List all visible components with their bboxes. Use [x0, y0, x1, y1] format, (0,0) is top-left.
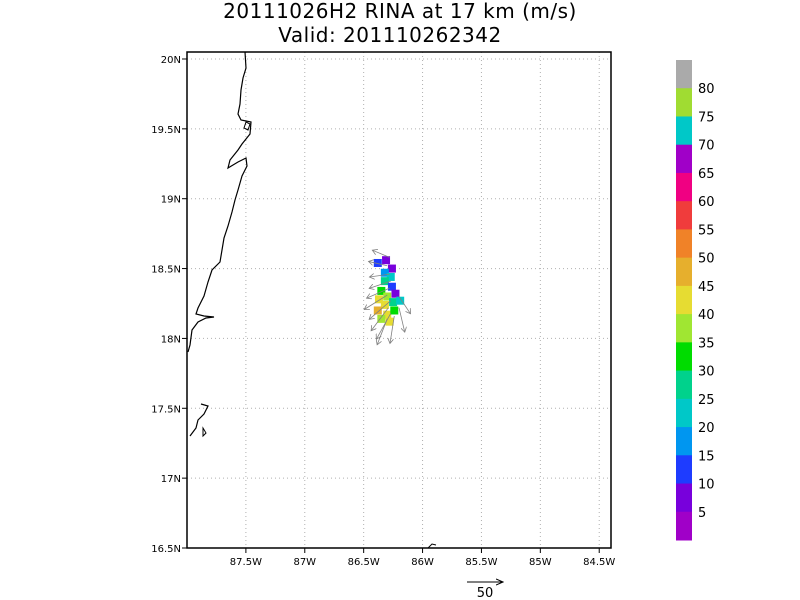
wind-vector — [372, 250, 390, 258]
wind-speed-cell — [373, 258, 382, 267]
colorbar-swatch — [676, 229, 692, 259]
wind-speed-field — [373, 256, 405, 326]
wind-vector — [367, 287, 390, 298]
wind-vector — [371, 307, 389, 331]
lat-tick-label: 17.5N — [151, 404, 181, 415]
lat-tick-label: 16.5N — [151, 544, 181, 555]
colorbar-swatch — [676, 285, 692, 315]
wind-speed-cell — [396, 296, 405, 305]
wind-vector — [377, 318, 388, 345]
colorbar-swatch — [676, 427, 692, 456]
wind-vector — [398, 307, 405, 332]
colorbar-swatch — [676, 370, 692, 400]
wind-speed-cell — [389, 298, 398, 307]
map-grid: 87.5W 87W 86.5W 86W 85.5W 85W 84.5W 20N 19.5N 19N… — [151, 52, 615, 568]
wind-speed-cell — [374, 295, 383, 304]
coastline-island — [243, 121, 251, 131]
wind-speed-cell — [380, 300, 389, 309]
reference-vector-label: 50 — [477, 586, 494, 600]
wind-speed-cell — [377, 314, 386, 323]
wind-vector — [369, 280, 391, 288]
lat-tick-label: 17N — [161, 474, 181, 485]
colorbar-label: 10 — [698, 478, 715, 493]
colorbar-label: 60 — [698, 195, 715, 210]
colorbar-swatch — [676, 88, 692, 117]
wind-speed-cell — [382, 256, 391, 265]
colorbar-label: 65 — [698, 167, 715, 182]
lon-tick-label: 86.5W — [348, 557, 380, 568]
colorbar-swatch — [676, 314, 692, 343]
colorbar-swatch — [676, 483, 692, 513]
colorbar-swatch — [676, 172, 692, 202]
coastline-cay — [202, 426, 207, 438]
colorbar-label: 20 — [698, 421, 715, 436]
colorbar-swatch — [676, 257, 692, 287]
lon-tick-label: 85W — [529, 557, 552, 568]
wind-speed-cell — [386, 272, 395, 281]
wind-speed-cell — [387, 264, 396, 273]
map-frame — [186, 51, 612, 549]
colorbar-swatch — [676, 201, 692, 230]
colorbar-label: 70 — [698, 139, 715, 154]
colorbar-label: 80 — [698, 82, 715, 97]
colorbar-label: 50 — [698, 252, 715, 267]
wind-speed-cell — [387, 282, 396, 291]
colorbar-label: 15 — [698, 449, 715, 464]
wind-vector — [376, 313, 392, 339]
colorbar-swatch — [676, 116, 692, 146]
wind-vectors — [364, 250, 410, 345]
lon-tick-label: 87.5W — [230, 557, 262, 568]
colorbar-label: 35 — [698, 336, 715, 351]
lon-tick-label: 86W — [411, 557, 434, 568]
colorbar-swatch — [676, 398, 692, 428]
colorbar: 80 75 70 65 60 55 50 45 40 35 30 25 20 15 10 5 — [676, 60, 715, 541]
wind-speed-cell — [383, 310, 392, 319]
valid-time: Valid: 201110262342 — [278, 23, 502, 47]
colorbar-label: 25 — [698, 393, 715, 408]
plot-title: 20111026H2 RINA at 17 km (m/s) — [223, 0, 577, 23]
colorbar-label: 5 — [698, 506, 706, 521]
wind-speed-cell — [380, 268, 389, 277]
colorbar-swatch — [676, 144, 692, 174]
reference-vector: 50 — [467, 582, 503, 600]
lon-tick-label: 85.5W — [465, 557, 497, 568]
lat-tick-label: 19N — [161, 195, 181, 206]
colorbar-swatch — [676, 342, 692, 372]
wind-speed-cell — [390, 306, 399, 315]
lat-tick-label: 18N — [161, 334, 181, 345]
wind-vector — [369, 300, 392, 320]
colorbar-label: 55 — [698, 223, 715, 238]
lon-tick-label: 87W — [293, 557, 316, 568]
lat-tick-label: 19.5N — [151, 125, 181, 136]
colorbar-swatch — [676, 455, 692, 485]
colorbar-swatch — [676, 511, 692, 541]
wind-vector — [390, 316, 395, 343]
coastline-bottom — [427, 543, 437, 548]
colorbar-label: 30 — [698, 365, 715, 380]
colorbar-label: 75 — [698, 110, 715, 125]
colorbar-label: 45 — [698, 280, 715, 295]
wind-vector — [398, 296, 411, 314]
wind-speed-cell — [377, 286, 386, 295]
wind-vector — [369, 274, 390, 277]
wind-speed-cell — [385, 317, 394, 326]
colorbar-label: 40 — [698, 308, 715, 323]
lat-tick-label: 18.5N — [151, 265, 181, 276]
lon-tick-label: 84.5W — [583, 557, 615, 568]
wind-vector — [369, 261, 388, 267]
coastline-south — [189, 403, 209, 437]
wind-speed-cell — [373, 306, 382, 315]
wind-speed-cell — [380, 277, 389, 286]
wind-vector — [364, 294, 388, 309]
colorbar-swatch — [676, 60, 692, 89]
coastline-mainland — [187, 52, 252, 353]
wind-speed-cell — [383, 292, 392, 301]
wind-speed-cell — [391, 289, 400, 298]
lat-tick-label: 20N — [161, 55, 181, 66]
coastline — [187, 52, 437, 548]
